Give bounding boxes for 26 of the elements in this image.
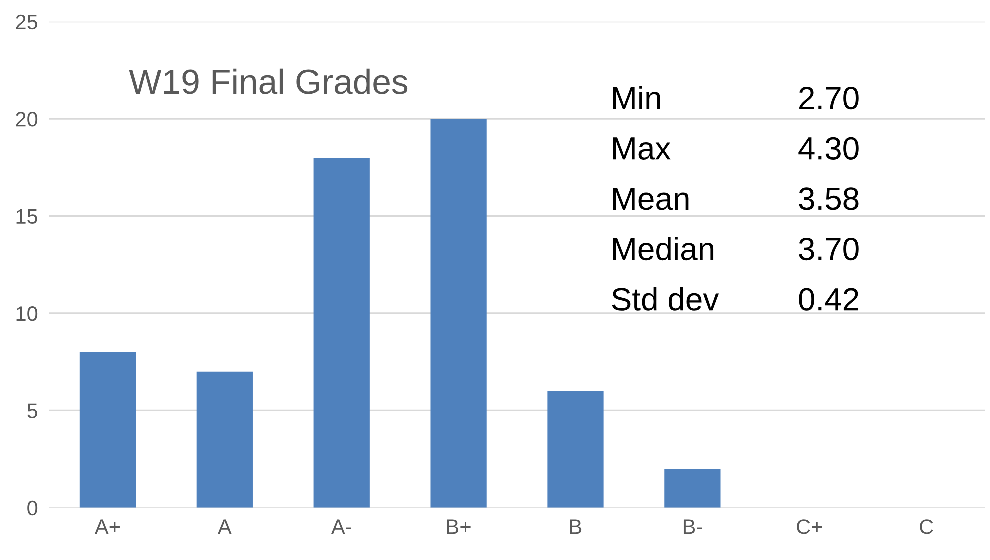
bar	[548, 391, 604, 508]
text: Std dev 0.42	[612, 287, 859, 311]
x-tick-label: A	[218, 520, 232, 534]
x-tick-label: C+	[797, 520, 822, 534]
text: Median 3.70	[613, 237, 859, 261]
text: Max 4.30	[613, 137, 859, 160]
y-tick-label: 10	[16, 306, 38, 322]
x-tick-label: B+	[447, 520, 471, 534]
bar	[664, 469, 721, 508]
y-tick-label: 15	[16, 209, 38, 224]
bar	[80, 352, 136, 508]
bar	[430, 119, 487, 508]
y-tick-label: 5	[28, 404, 38, 418]
x-tick-label: A-	[331, 520, 352, 534]
x-tick-label: B	[570, 520, 582, 534]
text: Min 2.70	[613, 86, 859, 110]
y-tick-label: 25	[16, 14, 38, 30]
bar	[314, 158, 370, 508]
y-tick-label: 20	[16, 112, 38, 127]
text: W19 Final Grades	[129, 68, 408, 94]
y-tick-label: 0	[28, 500, 38, 516]
x-tick-label: A+	[94, 520, 120, 534]
bar	[196, 372, 253, 508]
text: Mean 3.58	[613, 188, 859, 210]
x-tick-label: C	[920, 520, 934, 534]
x-tick-label: B-	[684, 520, 702, 534]
